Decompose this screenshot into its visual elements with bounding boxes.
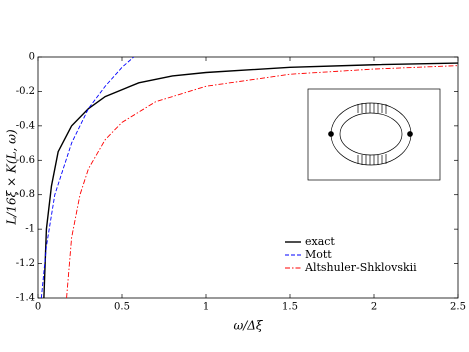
legend-label: Altshuler-Shklovskii (304, 261, 417, 274)
y-tick-label: -0.4 (16, 120, 35, 131)
x-tick-label: 1 (203, 302, 209, 313)
y-tick-label: -0.2 (16, 86, 35, 97)
y-tick-label: -0.8 (16, 189, 35, 200)
inset-diagram (307, 88, 441, 181)
x-axis-label: ω/Δξ (233, 319, 263, 333)
x-tick-label: 0.5 (114, 302, 130, 313)
y-tick-label: -1.4 (16, 293, 35, 304)
series-line (66, 65, 458, 298)
legend-label: Mott (305, 248, 332, 261)
x-tick-label: 2.5 (450, 302, 466, 313)
y-tick-label: -1 (25, 224, 35, 235)
legend-label: exact (305, 235, 335, 248)
plot-frame (37, 56, 459, 299)
series-line (43, 62, 458, 298)
x-tick-label: 2 (371, 302, 377, 313)
series-line (40, 57, 135, 298)
x-tick-label: 1.5 (282, 302, 298, 313)
x-tick-label: 0 (35, 302, 41, 313)
y-axis-label: L/16ξ × K(L, ω) (5, 129, 19, 226)
y-tick-label: -1.2 (16, 258, 35, 269)
y-tick-label: 0 (29, 52, 35, 63)
y-tick-label: -0.6 (16, 155, 35, 166)
